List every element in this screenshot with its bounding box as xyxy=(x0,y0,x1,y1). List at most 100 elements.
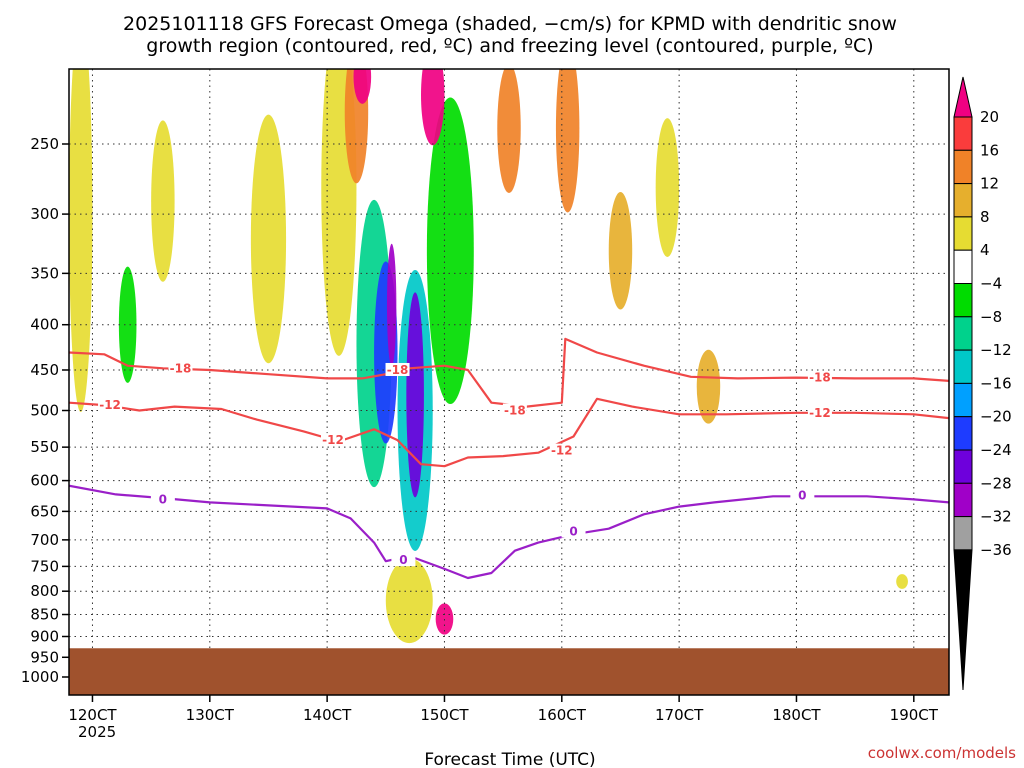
contour-label-bg-1-1 xyxy=(321,433,345,447)
contour-label-bg-1-0 xyxy=(98,398,123,412)
ground-surface xyxy=(69,648,949,695)
colorbar-label-12: 12 xyxy=(980,175,999,193)
colorbar-segment-12 xyxy=(953,516,973,551)
y-tick-label-600: 600 xyxy=(30,472,59,490)
omega-blob-11 xyxy=(386,243,397,367)
y-tick-label-500: 500 xyxy=(30,402,59,420)
omega-blob-23 xyxy=(896,574,908,589)
colorbar-segment-8 xyxy=(953,382,973,418)
colorbar-label-20: 20 xyxy=(980,108,999,126)
colorbar-label--20: −20 xyxy=(980,408,1012,426)
omega-blob-4 xyxy=(250,114,287,364)
colorbar-label--32: −32 xyxy=(980,508,1012,526)
omega-blob-0 xyxy=(69,69,93,412)
colorbar-segment-9 xyxy=(953,416,973,451)
y-tick-label-1000: 1000 xyxy=(21,668,59,686)
colorbar-segment-0 xyxy=(953,116,973,151)
omega-blob-16 xyxy=(385,558,433,644)
y-tick-label-450: 450 xyxy=(30,361,59,379)
x-axis-label: Forecast Time (UTC) xyxy=(424,750,595,768)
contour-label-0-0: -18 xyxy=(170,361,192,375)
x-tick-label-120: 120CT xyxy=(68,706,117,724)
x-axis: 120CT 130CT 140CT 150CT 160CT 170CT 180CT 190CT xyxy=(68,695,939,724)
contour-label-bg-0-0 xyxy=(168,361,193,375)
colorbar-label--24: −24 xyxy=(980,441,1012,459)
omega-blob-5 xyxy=(286,466,345,556)
colorbar-label-16: 16 xyxy=(980,141,999,159)
y-tick-label-800: 800 xyxy=(30,582,59,600)
omega-blob-18 xyxy=(497,69,521,193)
omega-blob-19 xyxy=(555,69,580,213)
colorbar-segment-4 xyxy=(953,249,973,284)
contour-label-0-2: -18 xyxy=(504,404,526,418)
omega-blob-15 xyxy=(421,69,445,146)
year-label: 2025 xyxy=(78,723,116,741)
contour-line-0 xyxy=(69,337,949,408)
y-tick-label-550: 550 xyxy=(30,438,59,456)
chart-title-line-2: growth region (contoured, red, ºC) and f… xyxy=(146,35,873,57)
contour-label-bg-1-3 xyxy=(807,405,832,419)
contour-label-bg-2-3 xyxy=(790,488,815,502)
omega-blob-8 xyxy=(353,69,372,104)
colorbar-segment-10 xyxy=(953,449,973,484)
y-axis: 250 300 350 400 450 500 550 600 650 700 750 800 850 9… xyxy=(21,135,69,686)
contour-line-1 xyxy=(69,397,949,468)
omega-blob-20 xyxy=(608,192,633,310)
y-tick-label-950: 950 xyxy=(30,648,59,666)
contour-label-bg-2-1 xyxy=(391,553,416,567)
colorbar-segment-5 xyxy=(953,283,973,318)
x-tick-label-160: 160CT xyxy=(538,706,587,724)
omega-blob-2 xyxy=(118,266,137,383)
omega-blob-14 xyxy=(426,97,474,405)
contour-label-1-2: -12 xyxy=(551,444,573,458)
contour-label-1-3: -12 xyxy=(809,406,831,420)
colorbar-segment-11 xyxy=(953,482,973,518)
contour-label-2-2: 0 xyxy=(569,525,577,539)
colorbar: 20 16 12 8 4 −4 −8 −12 −16 −20 −24 −28 −32 −36 xyxy=(953,76,1012,691)
contour-label-bg-0-1 xyxy=(385,362,410,376)
omega-blob-24 xyxy=(919,262,944,306)
credit-text[interactable]: coolwx.com/models xyxy=(868,744,1016,762)
omega-blob-3 xyxy=(151,120,175,282)
colorbar-segment-2 xyxy=(953,183,973,218)
colorbar-segment-7 xyxy=(953,349,973,384)
y-tick-label-700: 700 xyxy=(30,531,59,549)
colorbar-segment-6 xyxy=(953,316,973,351)
chart-title-line-1: 2025101118 GFS Forecast Omega (shaded, −… xyxy=(123,13,897,35)
omega-blob-7 xyxy=(344,69,369,184)
x-tick-label-130: 130CT xyxy=(186,706,235,724)
y-tick-label-900: 900 xyxy=(30,627,59,645)
x-tick-label-140: 140CT xyxy=(303,706,352,724)
y-tick-label-750: 750 xyxy=(30,557,59,575)
contour-label-0-3: -18 xyxy=(809,371,831,385)
y-tick-label-850: 850 xyxy=(30,606,59,624)
omega-blob-13 xyxy=(406,292,424,498)
omega-blob-22 xyxy=(696,349,721,424)
omega-blob-21 xyxy=(655,118,680,257)
colorbar-label--12: −12 xyxy=(980,341,1012,359)
colorbar-label--16: −16 xyxy=(980,374,1012,392)
colorbar-label--28: −28 xyxy=(980,474,1012,492)
contours: -18 -18 -18 -18 -12 -12 -12 -12 0 0 0 0 xyxy=(69,337,949,580)
colorbar-arrow-bottom xyxy=(953,549,973,691)
y-tick-label-300: 300 xyxy=(30,205,59,223)
contour-label-2-1: 0 xyxy=(399,553,407,567)
colorbar-label--8: −8 xyxy=(980,308,1002,326)
y-tick-label-350: 350 xyxy=(30,264,59,282)
contour-label-bg-0-2 xyxy=(502,403,527,417)
x-tick-label-150: 150CT xyxy=(420,706,469,724)
contour-label-2-3: 0 xyxy=(798,489,806,503)
contour-line-2 xyxy=(69,484,949,580)
x-tick-label-180: 180CT xyxy=(772,706,821,724)
y-tick-label-250: 250 xyxy=(30,135,59,153)
colorbar-arrow-top xyxy=(953,76,973,118)
colorbar-label--36: −36 xyxy=(980,541,1012,559)
y-tick-label-650: 650 xyxy=(30,502,59,520)
x-tick-label-190: 190CT xyxy=(890,706,939,724)
contour-label-2-0: 0 xyxy=(159,492,167,506)
plot-frame xyxy=(68,68,950,696)
contour-label-bg-2-2 xyxy=(561,524,586,538)
colorbar-label-4: 4 xyxy=(980,241,990,259)
colorbar-label-8: 8 xyxy=(980,208,990,226)
contour-label-bg-2-0 xyxy=(150,492,175,506)
